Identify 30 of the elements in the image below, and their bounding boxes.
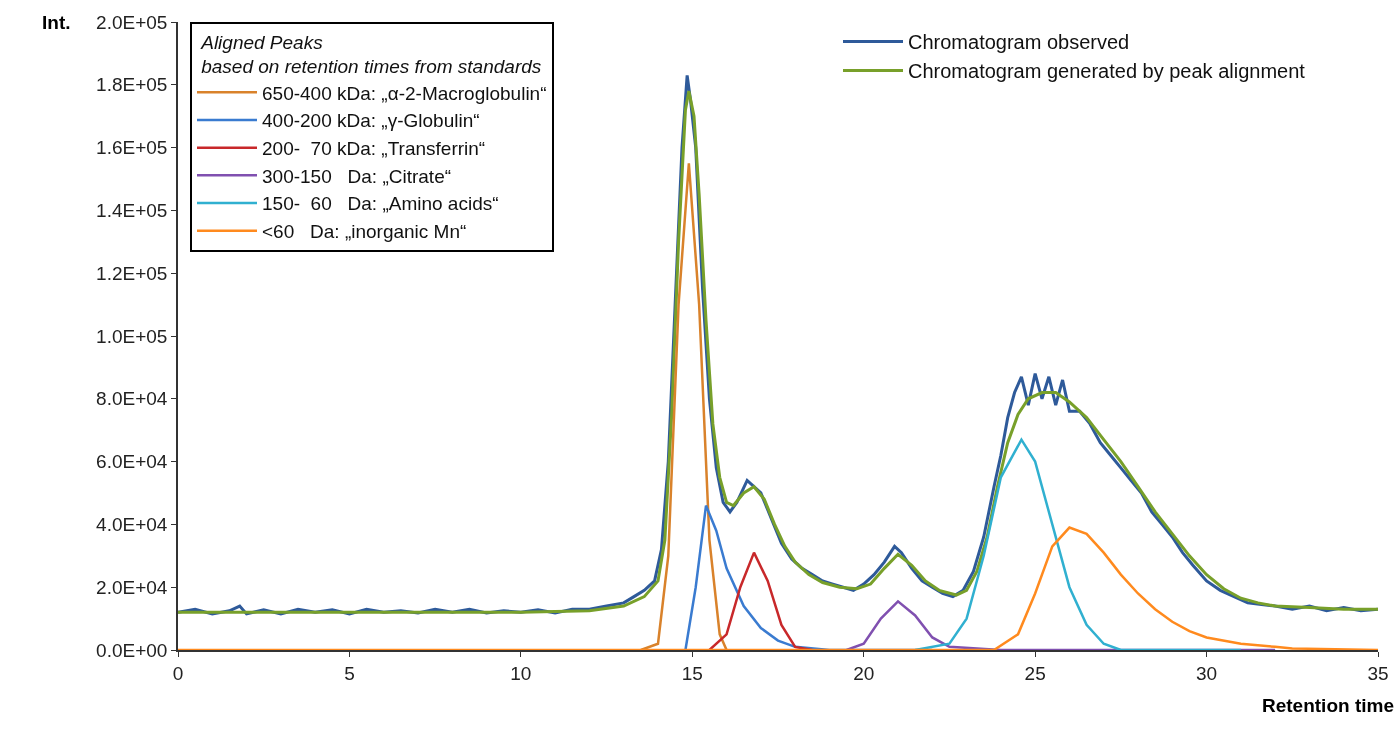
y-tick-label: 1.2E+05 bbox=[96, 262, 168, 284]
y-tick-label: 2.0E+05 bbox=[96, 11, 168, 33]
y-tick-label: 8.0E+04 bbox=[96, 388, 168, 410]
legend-label: 200- 70 kDa: „Transferrin“ bbox=[262, 138, 486, 160]
y-tick-label: 1.8E+05 bbox=[96, 74, 168, 96]
y-tick-label: 0.0E+00 bbox=[96, 639, 168, 661]
legend-label: 400-200 kDa: „γ-Globulin“ bbox=[262, 110, 480, 132]
legend-label: Chromatogram generated by peak alignment bbox=[908, 60, 1306, 83]
y-tick-label: 2.0E+04 bbox=[96, 576, 168, 598]
x-tick-label: 0 bbox=[172, 662, 184, 684]
y-tick-label: 1.0E+05 bbox=[96, 325, 168, 347]
legend-label: <60 Da: „inorganic Mn“ bbox=[262, 221, 467, 243]
x-tick-label: 10 bbox=[510, 662, 532, 684]
x-tick-label: 5 bbox=[344, 662, 355, 684]
x-axis-title: Retention time bbox=[1262, 695, 1394, 716]
y-tick-label: 4.0E+04 bbox=[96, 514, 168, 536]
y-tick-label: 1.4E+05 bbox=[96, 200, 168, 222]
y-tick-label: 1.6E+05 bbox=[96, 137, 168, 159]
legend-label: 150- 60 Da: „Amino acids“ bbox=[262, 193, 499, 215]
x-tick-label: 20 bbox=[853, 662, 875, 684]
legend-label: 650-400 kDa: „α-2-Macroglobulin“ bbox=[262, 82, 547, 104]
legend-label: Chromatogram observed bbox=[908, 31, 1130, 54]
x-tick-label: 25 bbox=[1024, 662, 1046, 684]
y-tick-label: 6.0E+04 bbox=[96, 451, 168, 473]
legend-label: 300-150 Da: „Citrate“ bbox=[262, 165, 452, 187]
legend-title: Aligned Peaks based on retention times from standards bbox=[200, 31, 542, 78]
y-axis-title: Int. bbox=[42, 12, 71, 33]
x-tick-label: 15 bbox=[681, 662, 703, 684]
x-tick-label: 35 bbox=[1367, 662, 1389, 684]
x-tick-label: 30 bbox=[1196, 662, 1218, 684]
